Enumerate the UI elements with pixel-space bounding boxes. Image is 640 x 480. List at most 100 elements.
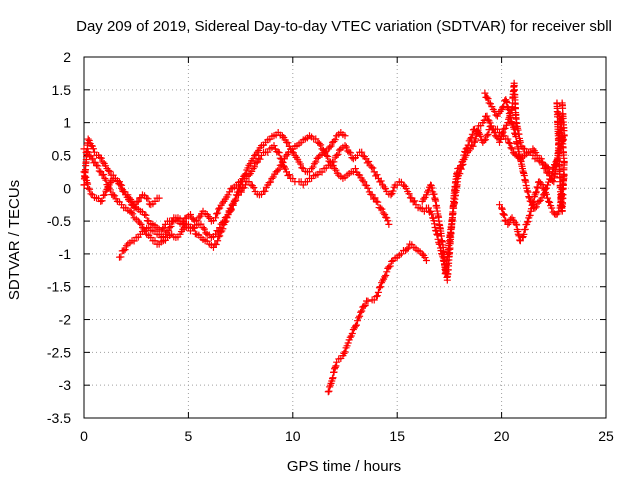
data-point xyxy=(167,222,175,230)
data-point xyxy=(86,185,94,193)
data-point xyxy=(127,209,135,217)
data-point xyxy=(326,143,334,151)
data-point xyxy=(118,184,126,192)
data-point xyxy=(270,142,278,150)
data-point xyxy=(101,191,109,199)
data-point xyxy=(374,198,382,206)
data-point xyxy=(427,181,435,189)
data-point xyxy=(344,339,352,347)
data-point xyxy=(93,161,101,169)
data-point xyxy=(524,217,532,225)
data-point xyxy=(106,167,114,175)
data-point xyxy=(485,99,493,107)
data-point xyxy=(360,302,368,310)
data-point xyxy=(469,142,477,150)
data-point xyxy=(237,181,245,189)
data-point xyxy=(132,203,140,211)
y-tick-label: -3 xyxy=(59,377,72,393)
data-point xyxy=(275,149,283,157)
data-point xyxy=(326,381,334,389)
data-point xyxy=(315,139,323,147)
data-point xyxy=(388,257,396,265)
data-point xyxy=(480,136,488,144)
data-point xyxy=(404,244,412,252)
data-point xyxy=(273,167,281,175)
data-point xyxy=(467,134,475,142)
data-point xyxy=(225,188,233,196)
data-point xyxy=(325,157,333,165)
data-point xyxy=(523,187,531,195)
data-point xyxy=(224,211,232,219)
data-point xyxy=(537,155,545,163)
data-point xyxy=(374,288,382,296)
data-point xyxy=(532,189,540,197)
data-point xyxy=(498,204,506,212)
data-point xyxy=(367,163,375,171)
data-point xyxy=(521,225,529,233)
data-point xyxy=(137,220,145,228)
data-point xyxy=(486,119,494,127)
data-point xyxy=(498,130,506,138)
data-point xyxy=(358,307,366,315)
y-tick-label: 1.5 xyxy=(52,82,72,98)
data-point xyxy=(256,155,264,163)
y-tick-label: -2 xyxy=(59,312,72,328)
data-point xyxy=(505,115,513,123)
data-point xyxy=(80,145,88,153)
data-series xyxy=(115,128,349,261)
data-point xyxy=(227,205,235,213)
data-point xyxy=(91,158,99,166)
data-point xyxy=(501,216,509,224)
data-point xyxy=(387,191,395,199)
y-tick-label: -0.5 xyxy=(47,213,71,229)
data-point xyxy=(241,171,249,179)
data-point xyxy=(365,157,373,165)
data-point xyxy=(372,293,380,301)
data-point xyxy=(329,162,337,170)
data-point xyxy=(324,152,332,160)
data-point xyxy=(267,178,275,186)
data-point xyxy=(547,176,555,184)
data-point xyxy=(115,180,123,188)
data-point xyxy=(501,124,509,132)
data-point xyxy=(482,136,490,144)
data-point xyxy=(537,179,545,187)
data-point xyxy=(84,184,92,192)
data-point xyxy=(104,166,112,174)
data-point xyxy=(420,195,428,203)
data-point xyxy=(422,256,430,264)
data-point xyxy=(99,170,107,178)
data-point xyxy=(97,197,105,205)
x-tick-label: 10 xyxy=(285,428,301,444)
y-tick-label: 2 xyxy=(63,49,71,65)
data-point xyxy=(180,219,188,227)
data-point xyxy=(456,170,464,178)
data-point xyxy=(554,109,562,117)
data-point xyxy=(385,220,393,228)
data-point xyxy=(97,154,105,162)
data-point xyxy=(120,247,128,255)
data-point xyxy=(88,155,96,163)
data-series xyxy=(80,168,163,212)
data-point xyxy=(411,197,419,205)
data-point xyxy=(130,204,138,212)
data-point xyxy=(164,227,172,235)
data-point xyxy=(233,188,241,196)
data-point xyxy=(518,234,526,241)
data-point xyxy=(309,163,317,171)
data-point xyxy=(358,176,366,184)
data-point xyxy=(532,203,540,211)
data-point xyxy=(345,148,353,156)
data-point xyxy=(544,164,552,172)
data-point xyxy=(546,168,554,176)
data-point xyxy=(498,205,506,213)
data-point xyxy=(101,174,109,182)
data-point xyxy=(351,165,359,173)
data-point xyxy=(507,144,515,152)
data-point xyxy=(543,163,551,171)
data-point xyxy=(428,210,436,218)
data-point xyxy=(500,125,508,133)
data-point xyxy=(500,211,508,219)
data-point xyxy=(505,139,513,147)
